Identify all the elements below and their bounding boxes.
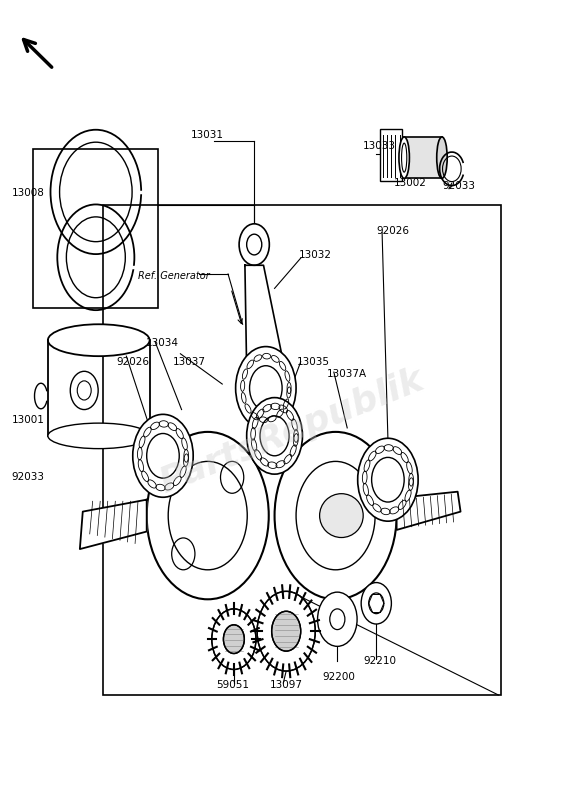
Circle shape <box>133 414 193 498</box>
Text: 92026: 92026 <box>376 226 409 236</box>
Text: 13037A: 13037A <box>327 370 367 379</box>
Text: 13097: 13097 <box>270 681 303 690</box>
Ellipse shape <box>48 423 150 449</box>
Text: 92200: 92200 <box>323 673 356 682</box>
Text: 92210: 92210 <box>363 657 396 666</box>
Text: 13037: 13037 <box>173 357 206 366</box>
Text: PartsRepublik: PartsRepublik <box>155 363 429 501</box>
Text: 13031: 13031 <box>191 130 224 139</box>
Ellipse shape <box>399 137 409 178</box>
Circle shape <box>272 611 301 651</box>
Circle shape <box>318 592 357 646</box>
Polygon shape <box>245 266 285 370</box>
Ellipse shape <box>48 324 150 356</box>
Ellipse shape <box>319 494 363 538</box>
Text: 13008: 13008 <box>12 188 45 198</box>
Circle shape <box>235 346 296 430</box>
Circle shape <box>239 224 269 266</box>
Text: 13034: 13034 <box>145 338 179 347</box>
Circle shape <box>357 438 418 521</box>
Text: 13035: 13035 <box>297 357 329 366</box>
Bar <box>103 205 501 695</box>
Circle shape <box>224 625 244 654</box>
Circle shape <box>246 398 303 474</box>
Text: 13001: 13001 <box>12 415 45 425</box>
Polygon shape <box>397 492 461 530</box>
Bar <box>404 137 442 178</box>
Bar <box>33 149 158 308</box>
Circle shape <box>255 410 288 454</box>
Text: 13002: 13002 <box>394 178 426 188</box>
Text: 13033: 13033 <box>363 142 396 151</box>
Circle shape <box>361 582 391 624</box>
Ellipse shape <box>437 137 447 178</box>
Text: 13032: 13032 <box>299 250 332 260</box>
Text: 92026: 92026 <box>116 357 150 366</box>
Circle shape <box>274 432 397 599</box>
Polygon shape <box>80 500 147 549</box>
Circle shape <box>257 591 315 671</box>
Bar <box>380 129 402 181</box>
Text: 59051: 59051 <box>217 681 249 690</box>
Circle shape <box>147 432 269 599</box>
Text: 92033: 92033 <box>12 472 45 482</box>
Text: Ref. Generator: Ref. Generator <box>138 271 210 282</box>
Text: 92033: 92033 <box>442 182 475 191</box>
Circle shape <box>212 609 256 670</box>
